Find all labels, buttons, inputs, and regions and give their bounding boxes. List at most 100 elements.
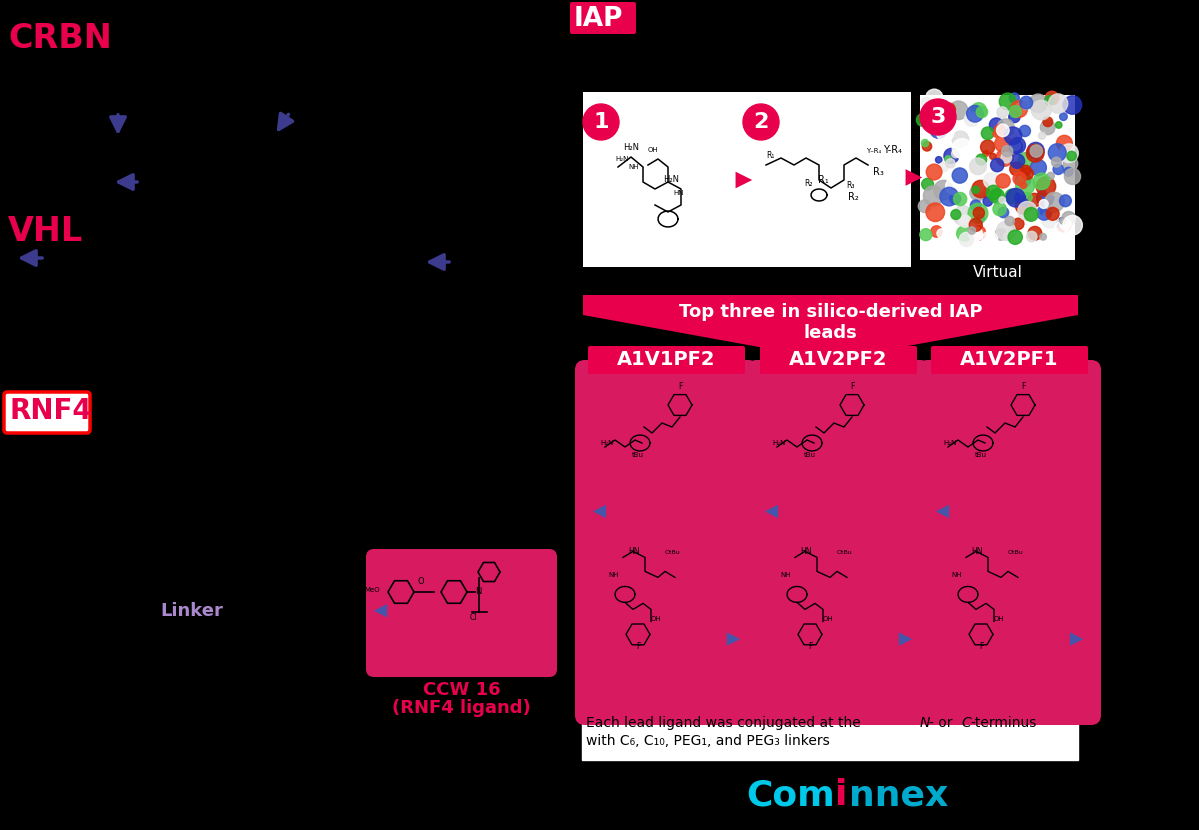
Circle shape — [1037, 189, 1054, 207]
Circle shape — [940, 114, 951, 124]
Circle shape — [994, 183, 1004, 193]
Bar — [920, 95, 1076, 260]
Circle shape — [970, 158, 987, 174]
Circle shape — [944, 149, 959, 164]
Text: R₃: R₃ — [846, 181, 855, 190]
Text: Each lead ligand was conjugated at the: Each lead ligand was conjugated at the — [586, 716, 866, 730]
Text: tBu: tBu — [632, 452, 644, 458]
Text: NH: NH — [781, 573, 790, 579]
Circle shape — [994, 124, 1005, 136]
Text: MeO: MeO — [364, 587, 380, 593]
Circle shape — [1047, 208, 1059, 220]
Text: 1: 1 — [594, 112, 609, 132]
Text: with C₆, C₁₀, PEG₁, and PEG₃ linkers: with C₆, C₁₀, PEG₁, and PEG₃ linkers — [586, 734, 830, 748]
Circle shape — [950, 193, 960, 204]
Circle shape — [926, 203, 945, 222]
Text: NH: NH — [951, 573, 962, 579]
Circle shape — [968, 203, 988, 223]
Circle shape — [923, 186, 944, 206]
Polygon shape — [583, 295, 1078, 360]
Circle shape — [1031, 100, 1052, 120]
Text: NH: NH — [628, 164, 639, 170]
Circle shape — [972, 232, 982, 241]
Circle shape — [952, 131, 969, 148]
Circle shape — [1053, 164, 1064, 174]
Circle shape — [959, 232, 974, 247]
Text: N: N — [920, 716, 930, 730]
Circle shape — [927, 121, 938, 133]
Circle shape — [1060, 218, 1071, 229]
Circle shape — [971, 226, 986, 240]
Text: F: F — [978, 642, 983, 652]
Circle shape — [972, 180, 989, 198]
Circle shape — [1040, 206, 1050, 217]
Circle shape — [1060, 113, 1067, 120]
Circle shape — [999, 93, 1016, 110]
Circle shape — [941, 231, 956, 244]
Circle shape — [999, 197, 1006, 203]
Circle shape — [1008, 230, 1023, 244]
Circle shape — [1011, 134, 1017, 139]
Circle shape — [1005, 189, 1020, 203]
Text: Y-R₄: Y-R₄ — [884, 145, 903, 155]
Circle shape — [952, 149, 959, 158]
Circle shape — [1005, 217, 1014, 226]
Circle shape — [1026, 232, 1037, 242]
Circle shape — [976, 154, 987, 165]
Text: F: F — [850, 382, 854, 391]
Text: OtBu: OtBu — [665, 550, 681, 555]
Circle shape — [920, 99, 956, 135]
Circle shape — [939, 163, 948, 172]
Circle shape — [1060, 217, 1066, 224]
Text: H₂N: H₂N — [942, 440, 957, 446]
Circle shape — [968, 227, 976, 234]
Text: R₁: R₁ — [766, 151, 775, 160]
Text: -terminus: -terminus — [970, 716, 1036, 730]
Circle shape — [936, 229, 946, 238]
Circle shape — [932, 106, 940, 115]
Circle shape — [959, 215, 971, 227]
Text: OH: OH — [994, 617, 1005, 622]
Circle shape — [971, 182, 983, 193]
Text: Linker: Linker — [159, 602, 223, 620]
Text: Top three in silico-derived IAP
leads: Top three in silico-derived IAP leads — [679, 303, 982, 342]
Circle shape — [1055, 122, 1062, 129]
Circle shape — [1010, 226, 1017, 233]
Circle shape — [976, 106, 988, 118]
FancyBboxPatch shape — [4, 392, 90, 433]
Circle shape — [1016, 198, 1031, 214]
Circle shape — [993, 130, 1000, 137]
Circle shape — [952, 139, 972, 159]
Text: C: C — [962, 716, 971, 730]
Text: tBu: tBu — [805, 452, 817, 458]
Text: - or: - or — [929, 716, 957, 730]
Circle shape — [934, 180, 953, 200]
Circle shape — [993, 203, 1006, 216]
Circle shape — [1022, 168, 1034, 179]
Circle shape — [983, 173, 999, 188]
Circle shape — [1016, 173, 1031, 188]
Text: R₂: R₂ — [848, 192, 858, 202]
Circle shape — [990, 159, 1004, 172]
Circle shape — [926, 89, 942, 106]
Circle shape — [1020, 183, 1026, 188]
Circle shape — [1060, 195, 1072, 207]
Circle shape — [1004, 232, 1013, 242]
Circle shape — [1037, 206, 1052, 220]
Circle shape — [1010, 105, 1022, 117]
Circle shape — [930, 121, 947, 139]
Text: F: F — [1020, 382, 1025, 391]
Circle shape — [999, 208, 1008, 217]
Text: F: F — [808, 642, 812, 652]
Circle shape — [1016, 175, 1035, 195]
Circle shape — [989, 188, 1005, 203]
Circle shape — [1014, 192, 1025, 203]
Circle shape — [1043, 117, 1053, 127]
Text: A1V2PF1: A1V2PF1 — [960, 350, 1059, 369]
Circle shape — [1029, 94, 1047, 112]
Circle shape — [1018, 153, 1032, 167]
Circle shape — [957, 103, 976, 121]
Circle shape — [1046, 181, 1060, 195]
Circle shape — [1041, 120, 1055, 134]
Circle shape — [1046, 91, 1059, 105]
